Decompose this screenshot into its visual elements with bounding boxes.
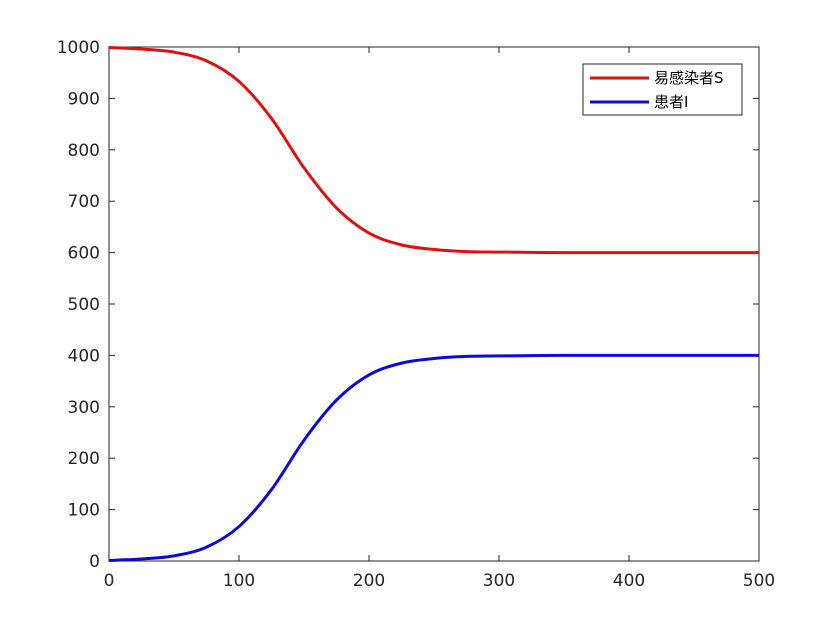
y-tick-label: 400 — [68, 346, 100, 366]
legend-label-2: 患者I — [654, 93, 688, 111]
y-tick-label: 800 — [68, 141, 100, 161]
y-tick-label: 1000 — [57, 38, 100, 58]
x-tick-label: 0 — [104, 571, 115, 591]
y-tick-label: 600 — [68, 244, 100, 264]
x-tick-label: 400 — [613, 571, 645, 591]
legend: 易感染者S 患者I — [582, 63, 743, 116]
series-line-1 — [108, 46, 759, 255]
x-axis-tick-labels: 0 100 200 300 400 500 — [104, 571, 776, 591]
y-tick-label: 900 — [68, 89, 100, 109]
y-tick-label: 0 — [89, 552, 100, 572]
y-tick-label: 300 — [68, 398, 100, 418]
y-tick-label: 100 — [68, 501, 100, 521]
x-tick-label: 100 — [223, 571, 255, 591]
series-line-2 — [108, 353, 759, 562]
legend-box — [582, 63, 743, 116]
y-tick-label: 700 — [68, 192, 100, 212]
y-axis-tick-labels: 0 100 200 300 400 500 600 700 800 900 1000 — [57, 38, 100, 572]
legend-label-1: 易感染者S — [654, 69, 724, 87]
x-tick-label: 500 — [743, 571, 775, 591]
series-layer — [108, 46, 759, 562]
plot-area — [108, 46, 760, 562]
y-tick-label: 500 — [68, 295, 100, 315]
x-tick-label: 300 — [483, 571, 515, 591]
y-tick-label: 200 — [68, 449, 100, 469]
x-tick-label: 200 — [353, 571, 385, 591]
